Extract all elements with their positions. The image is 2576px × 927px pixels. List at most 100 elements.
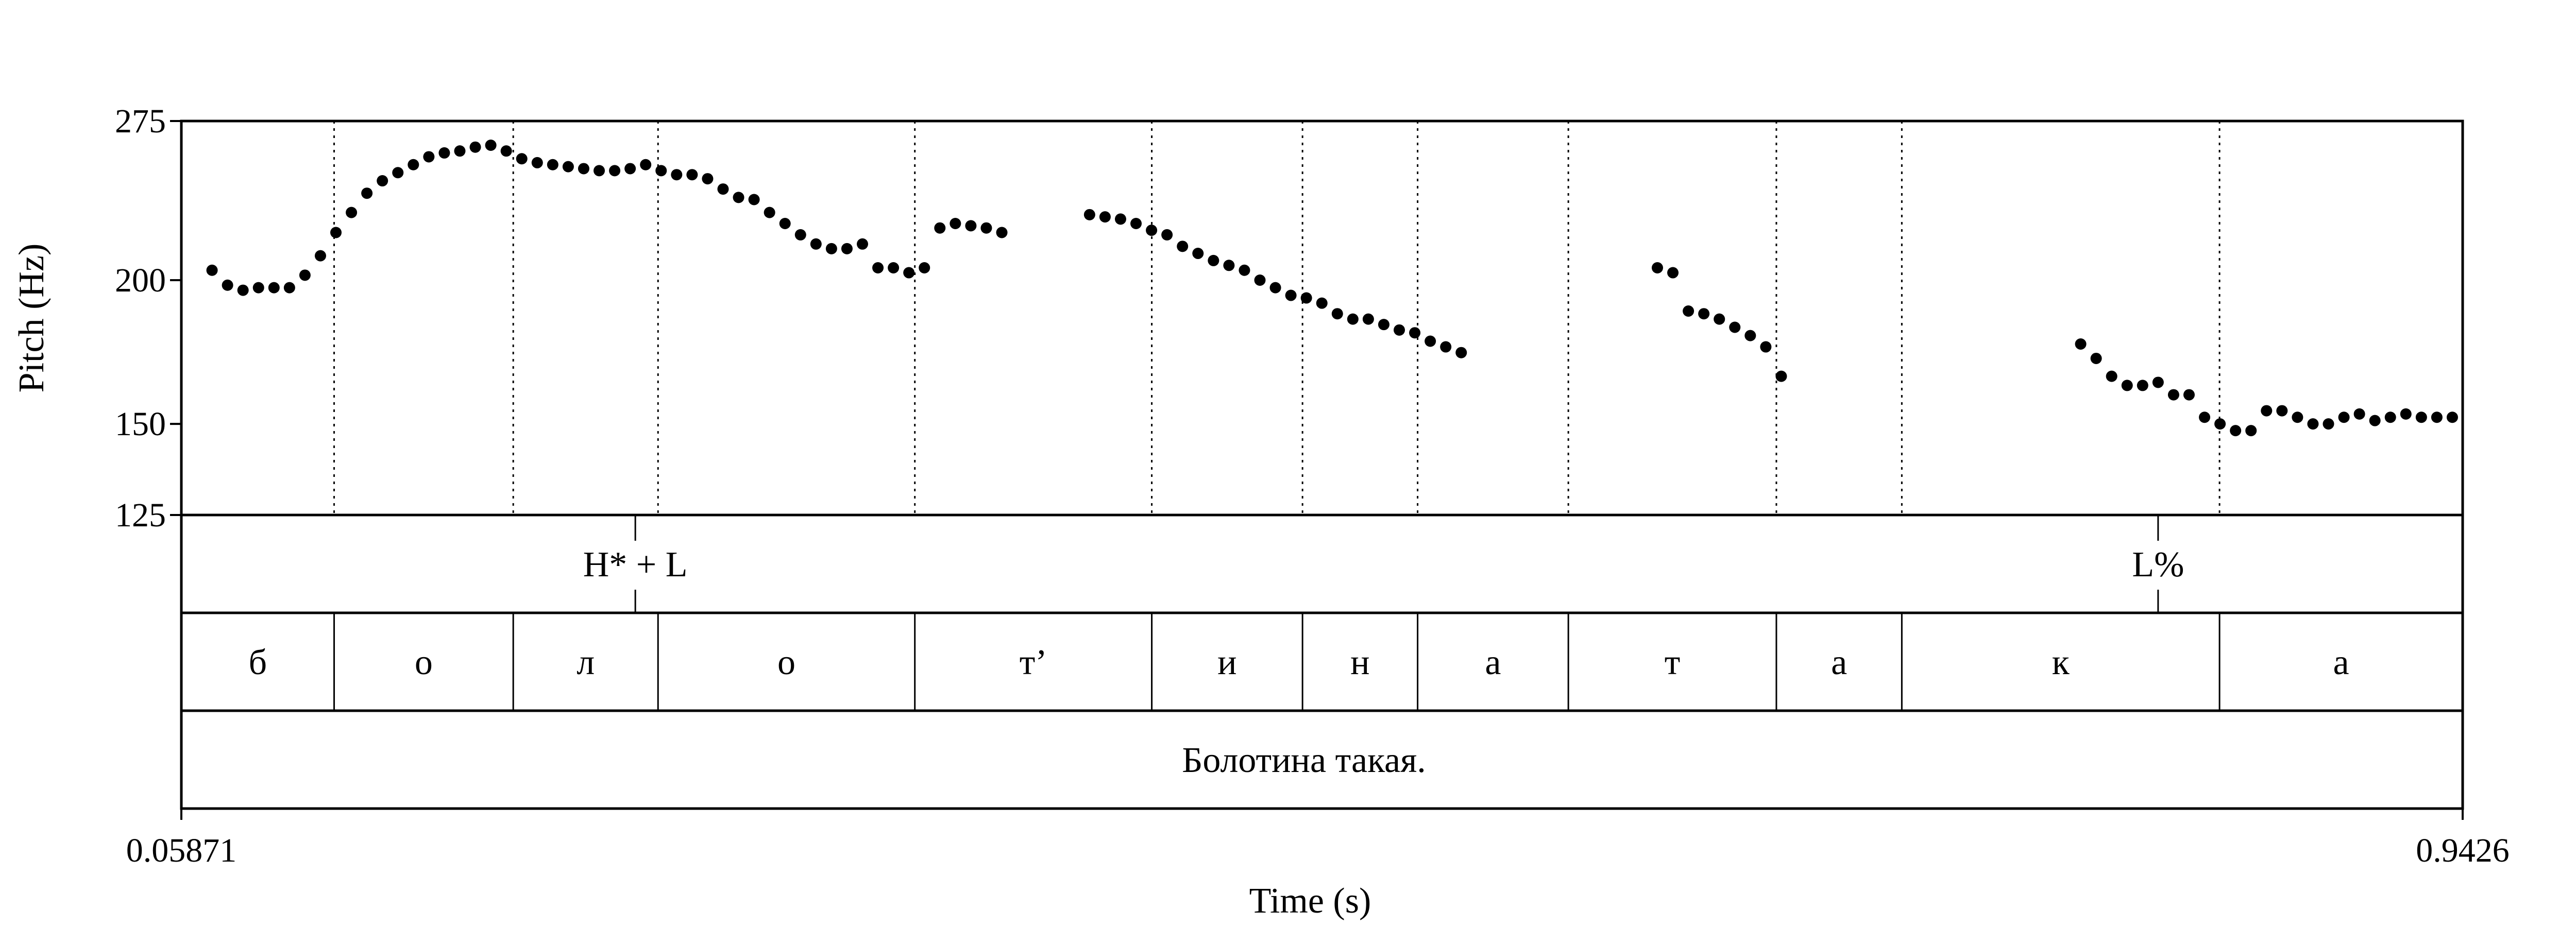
pitch-point <box>1667 267 1679 279</box>
pitch-point <box>888 262 900 274</box>
pitch-point <box>903 267 915 279</box>
pitch-point <box>2230 425 2242 437</box>
tone-label: L% <box>2132 545 2184 585</box>
utterance-tier: Болотина такая. <box>180 709 2464 820</box>
segment-label: а <box>1485 643 1501 682</box>
pitch-point <box>500 145 512 157</box>
pitch-point <box>996 227 1008 238</box>
pitch-point <box>655 165 667 177</box>
pitch-point <box>1714 313 1725 325</box>
segment-tier: б о л о т’ и н а т а к а <box>180 611 2464 712</box>
pitch-point <box>283 282 295 294</box>
pitch-point <box>2106 370 2117 382</box>
pitch-point <box>206 264 218 276</box>
pitch-point <box>686 169 698 181</box>
pitch-point <box>1651 262 1663 274</box>
pitch-panel: 125 150 200 275 <box>115 102 2464 534</box>
pitch-point <box>330 227 342 238</box>
pitch-point <box>1331 308 1343 320</box>
segment-label: б <box>248 643 267 682</box>
pitch-point <box>980 222 992 234</box>
segment-label: о <box>777 643 795 682</box>
pitch-point <box>547 159 558 170</box>
pitch-point <box>1683 305 1694 317</box>
pitch-point <box>2167 389 2179 401</box>
pitch-point <box>919 262 930 274</box>
pitch-panel-frame <box>180 119 2464 517</box>
pitch-point <box>1316 297 1328 309</box>
pitch-point <box>2121 380 2133 391</box>
segment-label: т’ <box>1020 643 1047 682</box>
pitch-point <box>361 187 373 199</box>
pitch-point <box>454 145 466 157</box>
pitch-point <box>578 163 589 175</box>
segment-label: о <box>415 643 433 682</box>
pitch-point <box>392 167 404 179</box>
pitch-point <box>469 141 481 153</box>
tone-label: H* + L <box>583 545 688 585</box>
pitch-point <box>2292 411 2303 423</box>
pitch-point <box>2183 389 2195 401</box>
y-axis-title: Pitch (Hz) <box>12 244 52 393</box>
pitch-point <box>531 157 543 168</box>
tone-tier: H* + L L% <box>180 513 2464 614</box>
pitch-point <box>934 222 946 234</box>
pitch-point <box>1729 321 1741 333</box>
segment-label: н <box>1350 643 1369 682</box>
pitch-point <box>1425 335 1436 347</box>
pitch-point <box>408 159 419 170</box>
segment-label: к <box>2052 643 2070 682</box>
pitch-point <box>2137 380 2148 391</box>
pitch-point <box>2261 405 2273 417</box>
segment-label: л <box>577 643 595 682</box>
pitch-point <box>1161 229 1173 241</box>
pitch-point <box>779 218 791 230</box>
pitch-point <box>2323 418 2334 430</box>
pitch-point <box>1208 254 1219 266</box>
pitch-point <box>1409 327 1421 339</box>
pitch-point <box>950 218 961 230</box>
pitch-point <box>1744 330 1756 341</box>
pitch-point <box>2353 408 2365 420</box>
pitch-point <box>965 220 977 232</box>
tier-segments-frame <box>180 611 2464 712</box>
pitch-point <box>1362 313 1374 325</box>
pitch-point <box>748 194 760 205</box>
pitch-point <box>702 173 714 185</box>
pitch-point <box>872 262 884 274</box>
pitch-point <box>252 282 264 294</box>
pitch-point <box>1347 313 1359 325</box>
segment-label: а <box>1831 643 1847 682</box>
pitch-point <box>825 243 837 254</box>
y-tick-label: 200 <box>115 262 166 299</box>
pitch-point <box>423 151 435 163</box>
pitch-point <box>1254 274 1266 286</box>
pitch-point <box>222 279 233 291</box>
pitch-point <box>2431 411 2443 423</box>
pitch-point <box>562 161 574 173</box>
pitch-point <box>1114 213 1126 225</box>
pitch-point <box>1177 241 1189 252</box>
pitch-point <box>2199 411 2211 423</box>
segment-boundary-lines <box>333 121 2221 515</box>
pitch-point <box>1285 289 1297 301</box>
segment-label: т <box>1665 643 1681 682</box>
pitch-point <box>1440 341 1452 353</box>
pitch-point <box>857 238 869 250</box>
pitch-point <box>733 192 744 203</box>
pitch-point <box>1223 260 1235 271</box>
pitch-point <box>624 163 636 175</box>
pitch-point <box>1130 218 1142 230</box>
pitch-point <box>2245 425 2257 437</box>
x-axis-max-label: 0.9426 <box>2416 832 2510 869</box>
pitch-point <box>810 238 822 250</box>
pitch-point <box>1775 370 1787 382</box>
pitch-point <box>717 183 729 195</box>
pitch-point <box>594 165 605 177</box>
pitch-point <box>1099 211 1111 223</box>
segment-label: и <box>1217 643 1236 682</box>
pitch-point <box>485 139 497 151</box>
segment-label: а <box>2333 643 2349 682</box>
y-tick-label: 150 <box>115 405 166 443</box>
